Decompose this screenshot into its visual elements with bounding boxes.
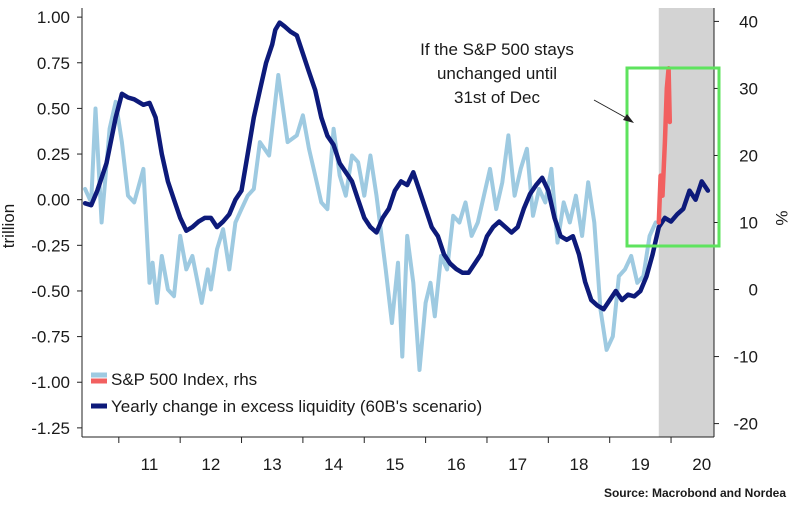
annotation-arrow: [593, 99, 634, 123]
left-tick-label: 0.50: [37, 99, 70, 118]
left-tick-label: -0.25: [31, 236, 70, 255]
left-tick-label: 0.00: [37, 191, 70, 210]
left-tick-label: 0.75: [37, 54, 70, 73]
legend-label-liquidity: Yearly change in excess liquidity (60B's…: [111, 397, 482, 416]
right-axis-ticks: 40 30 20 10 0 -10 -20: [714, 12, 758, 434]
x-tick-label: 16: [447, 455, 466, 474]
left-tick-label: -0.75: [31, 328, 70, 347]
left-tick-label: -0.50: [31, 282, 70, 301]
x-tick-label: 19: [631, 455, 650, 474]
left-tick-label: -1.25: [31, 419, 70, 438]
source-note: Source: Macrobond and Nordea: [604, 486, 786, 500]
annotation-line-2: unchanged until: [437, 64, 557, 83]
x-tick-label: 13: [263, 455, 282, 474]
left-tick-label: 1.00: [37, 8, 70, 27]
series-liquidity-line: [82, 20, 711, 312]
x-tick-label: 11: [141, 455, 159, 474]
x-tick-label: 15: [385, 455, 404, 474]
right-tick-label: -10: [733, 348, 758, 367]
legend-label-sp500: S&P 500 Index, rhs: [111, 370, 257, 389]
right-tick-label: -20: [733, 415, 758, 434]
left-axis-ticks: 1.00 0.75 0.50 0.25 0.00 -0.25 -0.50 -0.75 -1.00…: [31, 8, 82, 438]
annotation-line-3: 31st of Dec: [454, 88, 540, 107]
legend-swatch-sp500: [91, 372, 107, 384]
left-tick-label: -1.00: [31, 373, 70, 392]
right-tick-label: 30: [739, 79, 758, 98]
right-axis-title: %: [772, 210, 791, 225]
x-tick-label: 17: [508, 455, 527, 474]
series-sp500-line: [83, 73, 658, 372]
left-tick-label: 0.25: [37, 145, 70, 164]
x-axis-ticks: 11 12 13 14 15 16 17 18 19 20: [118, 437, 711, 474]
x-tick-label: 18: [570, 455, 589, 474]
right-tick-label: 10: [739, 214, 758, 233]
right-tick-label: 0: [749, 281, 758, 300]
x-tick-label: 12: [201, 455, 220, 474]
legend: S&P 500 Index, rhs Yearly change in exce…: [91, 370, 482, 416]
right-tick-label: 20: [739, 146, 758, 165]
x-tick-label: 20: [692, 455, 711, 474]
highlight-box: [625, 66, 721, 248]
left-axis-title: trillion: [0, 204, 18, 248]
annotation-line-1: If the S&P 500 stays: [420, 40, 574, 59]
x-tick-label: 14: [324, 455, 343, 474]
right-tick-label: 40: [739, 12, 758, 31]
